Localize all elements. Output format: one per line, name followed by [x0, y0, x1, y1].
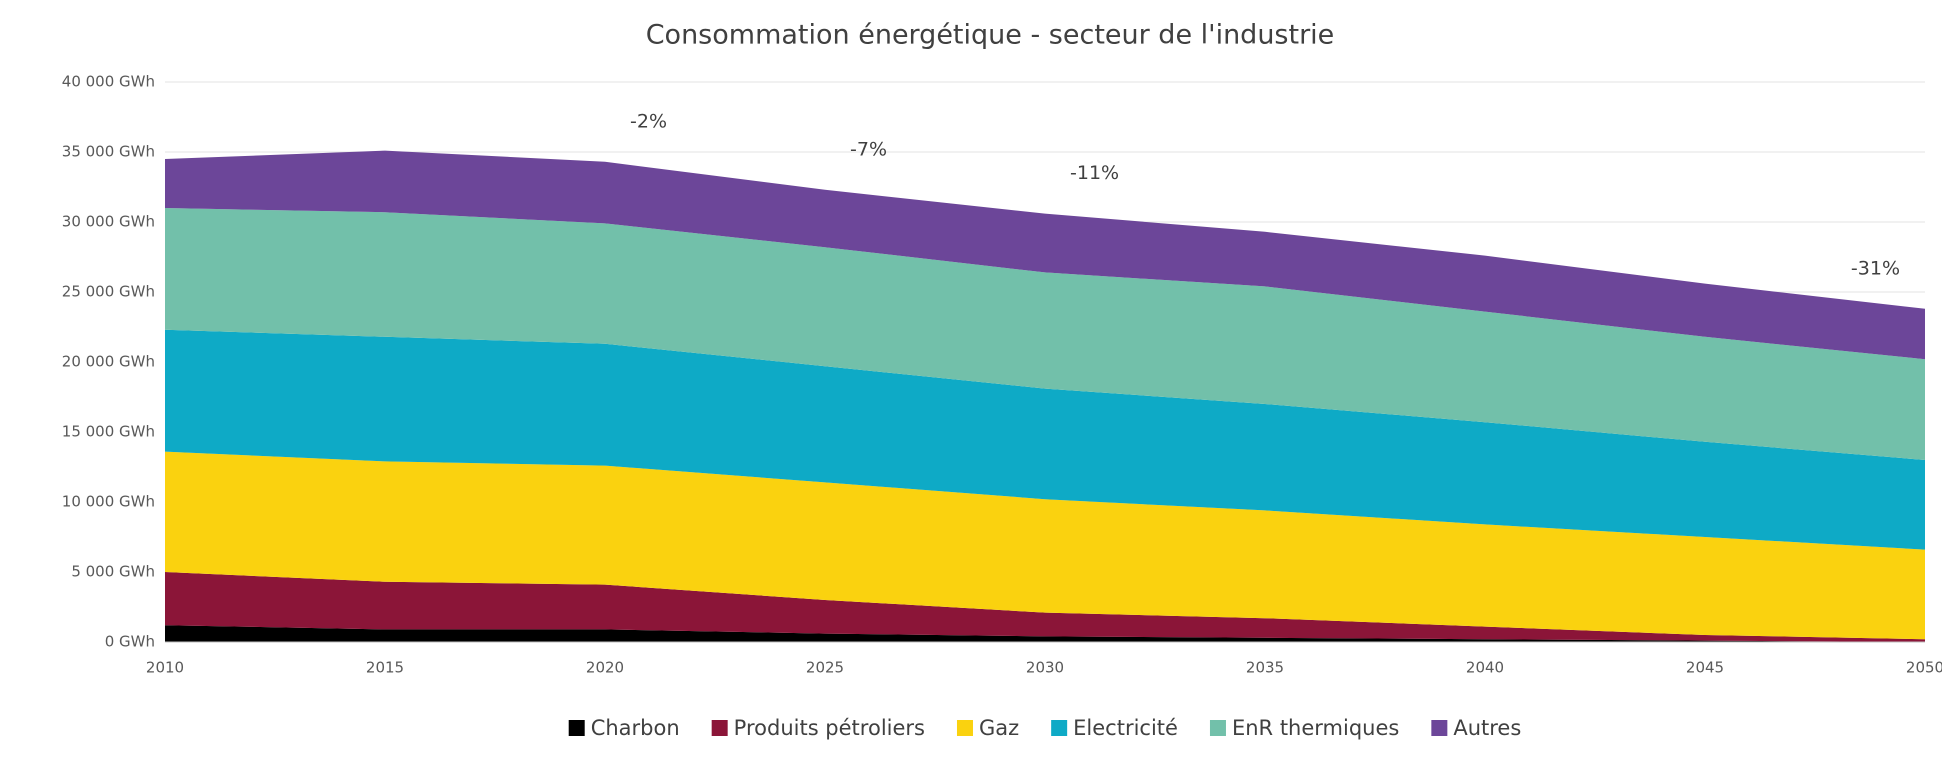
- legend-swatch: [1431, 720, 1448, 736]
- x-tick-label: 2010: [146, 659, 184, 677]
- y-tick-label: 40 000 GWh: [62, 73, 155, 91]
- y-tick-label: 0 GWh: [105, 633, 155, 651]
- y-tick-label: 35 000 GWh: [62, 143, 155, 161]
- legend-swatch: [1051, 720, 1068, 736]
- y-tick-label: 10 000 GWh: [62, 493, 155, 511]
- legend-label: EnR thermiques: [1232, 716, 1399, 740]
- legend-swatch: [1209, 720, 1226, 736]
- annotation: -11%: [1070, 162, 1119, 184]
- legend-swatch: [956, 720, 973, 736]
- x-tick-label: 2025: [806, 659, 844, 677]
- legend-label: Electricité: [1073, 716, 1178, 740]
- x-tick-label: 2050: [1906, 659, 1942, 677]
- area: [165, 150, 1925, 360]
- area: [165, 329, 1925, 550]
- x-tick-label: 2020: [586, 659, 624, 677]
- area: [165, 572, 1925, 642]
- legend-label: Charbon: [591, 716, 680, 740]
- area: [165, 451, 1925, 640]
- legend-swatch: [568, 720, 585, 736]
- legend-swatch: [711, 720, 728, 736]
- chart-title: Consommation énergétique - secteur de l'…: [646, 20, 1335, 51]
- y-tick-label: 30 000 GWh: [62, 213, 155, 231]
- legend-label: Produits pétroliers: [734, 716, 925, 740]
- x-tick-label: 2015: [366, 659, 404, 677]
- y-tick-label: 25 000 GWh: [62, 283, 155, 301]
- x-tick-label: 2045: [1686, 659, 1724, 677]
- annotation: -2%: [630, 110, 667, 132]
- annotation: -7%: [850, 138, 887, 160]
- x-tick-label: 2030: [1026, 659, 1064, 677]
- area: [165, 208, 1925, 460]
- annotation: -31%: [1851, 257, 1900, 279]
- y-tick-label: 5 000 GWh: [71, 563, 155, 581]
- x-tick-label: 2035: [1246, 659, 1284, 677]
- y-tick-label: 15 000 GWh: [62, 423, 155, 441]
- legend-label: Gaz: [979, 716, 1019, 740]
- legend-label: Autres: [1453, 716, 1521, 740]
- y-tick-label: 20 000 GWh: [62, 353, 155, 371]
- x-tick-label: 2040: [1466, 659, 1504, 677]
